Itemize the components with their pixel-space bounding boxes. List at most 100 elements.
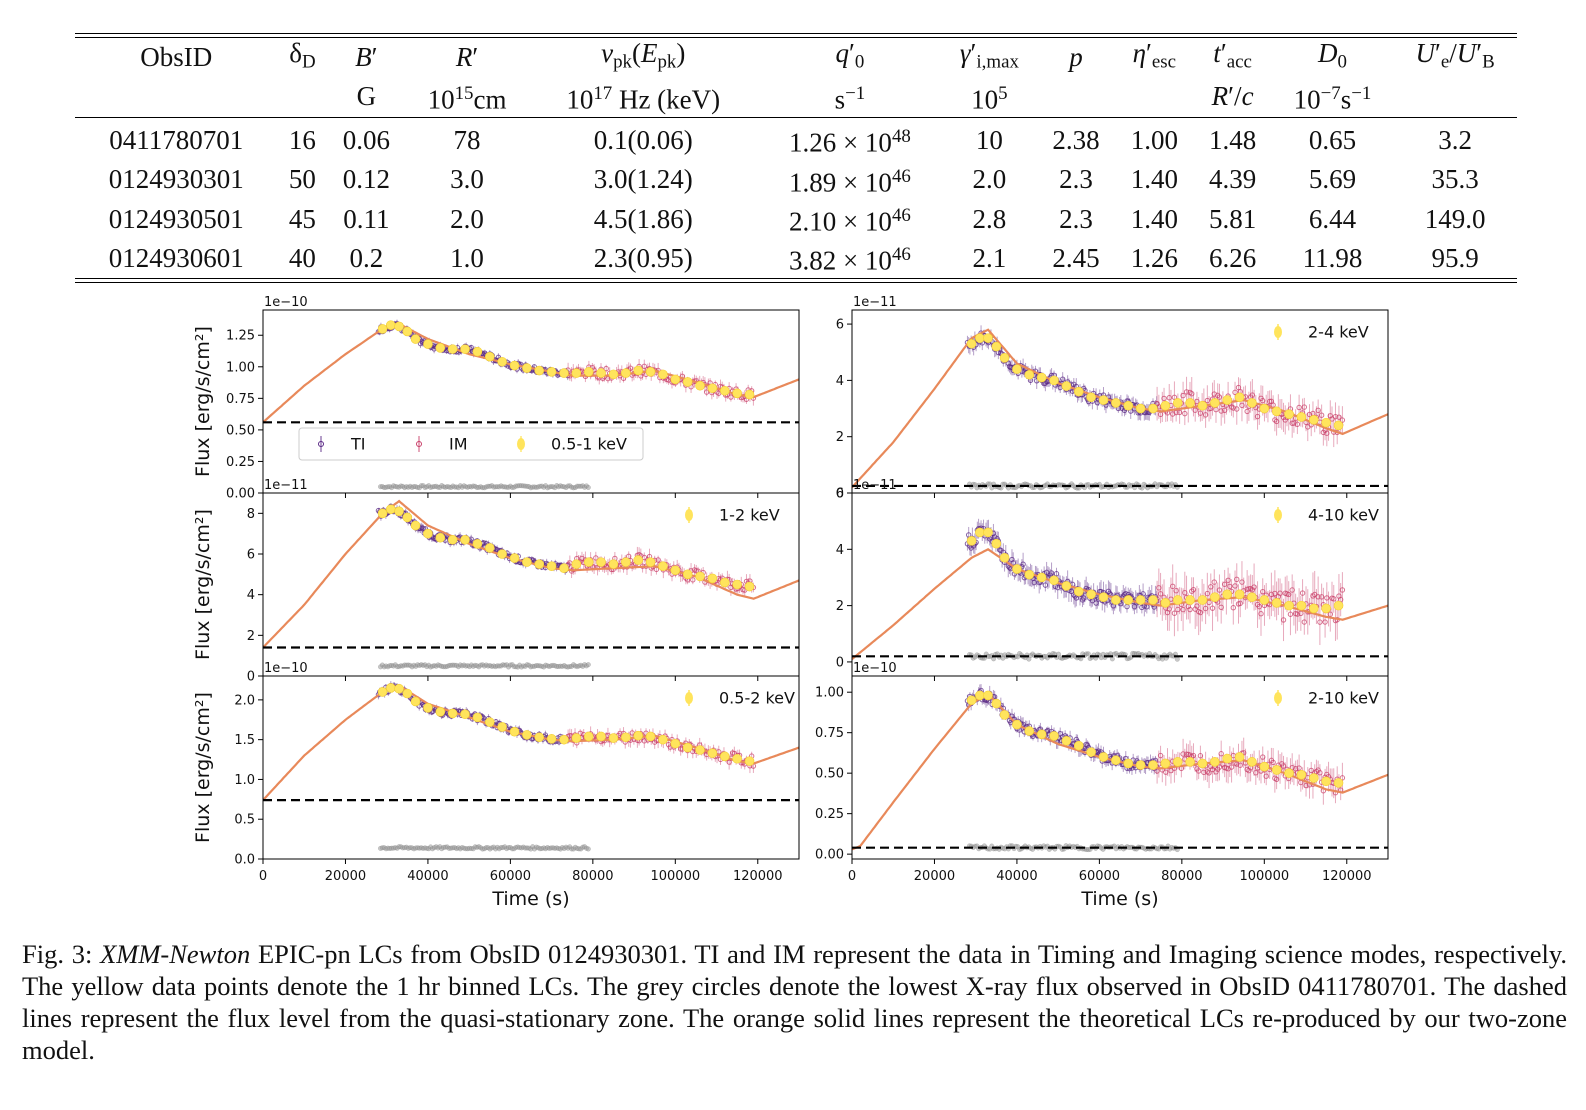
binned-point — [472, 346, 483, 357]
im-point — [1272, 590, 1278, 597]
binned-point — [472, 539, 483, 549]
binned-point — [1036, 372, 1047, 383]
binned-point — [559, 563, 569, 574]
im-data — [1154, 376, 1346, 448]
binned-point — [1160, 758, 1171, 769]
y-tick-label: 1.00 — [815, 686, 844, 701]
binned-point — [410, 696, 421, 707]
binned-point — [1172, 398, 1183, 408]
table-cell-delta: 16 — [288, 124, 316, 155]
binned-point — [509, 726, 520, 737]
y-tick-label: 0.50 — [815, 767, 844, 782]
grey-lowest-flux — [377, 662, 591, 670]
y-tick-label: 1.00 — [226, 360, 255, 375]
binned-point — [1049, 575, 1059, 586]
im-point — [1317, 769, 1323, 776]
table-cell-eta: 1.26 — [1130, 243, 1178, 274]
legend: 4-10 keV — [1274, 506, 1379, 525]
axes-frame — [851, 675, 1389, 860]
y-tick-label: 0 — [836, 655, 844, 670]
column-header-U: U′e/U′B — [1415, 38, 1495, 73]
binned-point — [377, 687, 388, 697]
im-point — [1234, 406, 1240, 412]
binned-point — [559, 734, 569, 745]
legend: 2-4 keV — [1274, 323, 1369, 342]
binned-point — [1024, 569, 1035, 580]
axis-multiplier: 1e−11 — [853, 295, 897, 310]
y-tick-label: 0.5 — [234, 813, 255, 828]
im-point — [655, 557, 661, 563]
binned-point — [386, 320, 396, 330]
legend: TI IM 0.5-1 keV — [298, 427, 644, 461]
binned-point — [1333, 600, 1344, 611]
im-point — [1156, 585, 1162, 591]
axis-multiplier: 1e−10 — [853, 661, 897, 676]
binned-point — [1247, 592, 1257, 602]
binned-point — [484, 543, 495, 553]
panel-p1-2: 0 2 4 6 8 1e−11 Flux [erg/s/cm²] 1-2 keV — [192, 478, 800, 685]
binned-point — [983, 690, 993, 701]
im-point — [1201, 769, 1207, 776]
table-cell-nu: 4.5(1.86) — [593, 203, 693, 234]
im-point — [1221, 581, 1228, 587]
im-point — [1192, 407, 1198, 413]
im-point — [690, 577, 696, 583]
im-point — [1258, 611, 1264, 617]
im-point — [1339, 587, 1346, 593]
binned-point — [1123, 758, 1134, 769]
im-point — [1230, 405, 1237, 411]
ti-point — [1006, 363, 1013, 370]
im-point — [1251, 584, 1257, 590]
im-point — [1216, 764, 1223, 770]
binned-point — [991, 698, 1002, 709]
binned-point — [1271, 406, 1282, 417]
table-cell-U: 95.9 — [1431, 243, 1479, 274]
im-point — [1194, 603, 1200, 609]
y-tick-label: 0.25 — [815, 807, 844, 822]
binned-point — [621, 732, 631, 743]
im-point — [1260, 754, 1266, 760]
im-point — [1190, 752, 1197, 759]
x-tick-label: 120000 — [1322, 869, 1372, 884]
binned-point — [1123, 595, 1134, 605]
im-point — [1232, 583, 1238, 589]
im-point — [1218, 408, 1224, 414]
binned-point — [1271, 597, 1282, 608]
im-point — [1317, 619, 1323, 625]
binned-data — [966, 690, 1344, 788]
binned-point — [707, 383, 718, 394]
binned-point — [447, 708, 458, 719]
table-cell-eta: 1.00 — [1130, 124, 1178, 155]
y-tick-label: 1.5 — [234, 733, 255, 748]
column-unit-D0: 10−7s−1 — [1271, 77, 1394, 119]
binned-point — [559, 368, 569, 378]
binned-point — [546, 561, 557, 572]
im-point — [1246, 586, 1252, 592]
table-cell-tacc: 6.26 — [1208, 243, 1257, 274]
table-cell-tacc: 4.39 — [1208, 164, 1257, 195]
binned-point — [1172, 595, 1183, 605]
binned-point — [410, 334, 421, 344]
binned-point — [596, 731, 606, 742]
table-cell-U: 3.2 — [1438, 124, 1472, 155]
im-point — [1249, 392, 1256, 398]
grey-point — [1085, 651, 1091, 657]
axis-multiplier: 1e−11 — [853, 478, 897, 493]
binned-point — [1073, 586, 1084, 597]
column-header-tacc: t′acc — [1213, 38, 1252, 73]
im-point — [1204, 397, 1211, 404]
x-tick-label: 60000 — [490, 869, 531, 884]
im-point — [1206, 770, 1212, 776]
legend-label: 2-4 keV — [1308, 323, 1369, 342]
x-tick-label: 60000 — [1079, 869, 1120, 884]
y-tick-label: 0.0 — [234, 853, 255, 868]
ti-point — [1053, 571, 1060, 577]
im-point — [1161, 395, 1167, 402]
axis-multiplier: 1e−11 — [264, 478, 308, 493]
im-point — [1308, 767, 1314, 774]
binned-point — [583, 367, 594, 377]
table-cell-q0: 1.89 × 1046 — [788, 165, 911, 197]
im-point — [1166, 395, 1172, 401]
im-point — [1339, 417, 1346, 423]
binned-point — [1061, 581, 1072, 591]
